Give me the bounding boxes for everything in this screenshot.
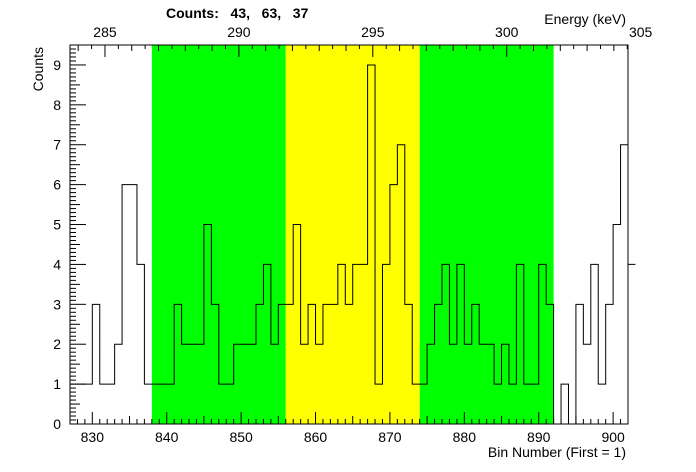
energy-tick-label: 285: [93, 24, 117, 40]
energy-tick-label: 300: [495, 24, 519, 40]
top-axis-label: Energy (keV): [544, 11, 626, 27]
y-tick-label: 5: [53, 217, 61, 233]
plot-frame: [69, 44, 629, 425]
y-axis-label: Counts: [30, 47, 46, 91]
energy-tick-label: 305: [629, 24, 653, 40]
x-tick-label: 880: [453, 429, 477, 445]
axis-tick-labels: 830 840 850 860 870 880 890 900 0 1 2 3 4 5 6 7 8 9 285 290…: [53, 24, 652, 445]
region-bands: [151, 45, 554, 424]
chart-title: Counts: 43, 63, 37: [166, 5, 309, 21]
region-band-3: [419, 45, 554, 424]
region-band-2: [285, 45, 420, 424]
x-tick-label: 850: [229, 429, 253, 445]
y-tick-label: 4: [53, 256, 61, 272]
y-tick-label: 9: [53, 57, 61, 73]
x-tick-label: 900: [601, 429, 625, 445]
energy-tick-label: 290: [227, 24, 251, 40]
y-tick-label: 8: [53, 97, 61, 113]
x-tick-label: 870: [378, 429, 402, 445]
energy-tick-label: 295: [361, 24, 385, 40]
x-tick-label: 890: [527, 429, 551, 445]
axis-ticks: [69, 44, 629, 425]
x-tick-label: 840: [155, 429, 179, 445]
x-axis-label: Bin Number (First = 1): [488, 444, 626, 460]
x-tick-label: 860: [304, 429, 328, 445]
x-tick-label: 830: [81, 429, 105, 445]
y-tick-label: 6: [53, 177, 61, 193]
y-tick-label: 2: [53, 336, 61, 352]
y-tick-label: 0: [53, 416, 61, 432]
y-tick-label: 1: [53, 376, 61, 392]
y-tick-label: 3: [53, 296, 61, 312]
y-tick-label: 7: [53, 137, 61, 153]
histogram-line: [70, 64, 636, 425]
